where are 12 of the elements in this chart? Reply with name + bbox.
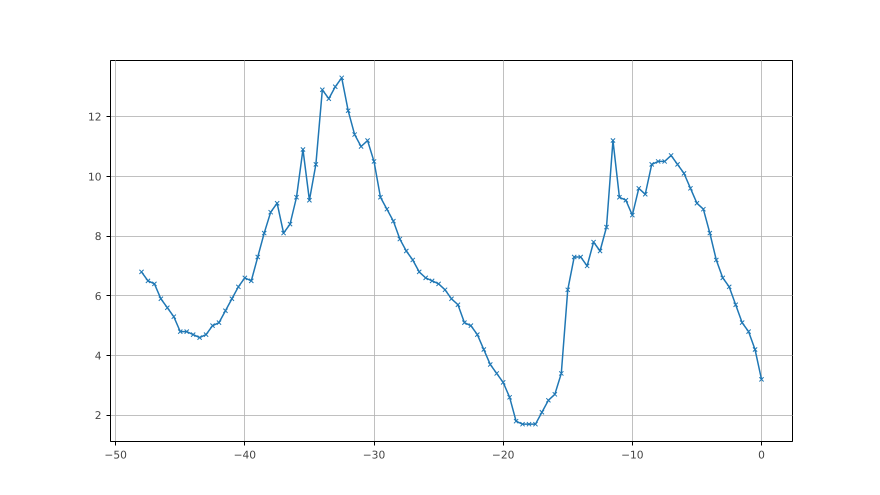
y-tick-label: 10 — [88, 170, 102, 184]
x-tick-label: −20 — [492, 448, 515, 462]
x-tick-label: −50 — [104, 448, 128, 462]
y-tick-label: 2 — [94, 409, 102, 422]
y-tick-label: 12 — [88, 110, 102, 124]
x-tick-label: −30 — [362, 448, 386, 462]
y-tick-label: 8 — [94, 230, 102, 244]
x-tick-label: −10 — [621, 448, 644, 462]
x-tick-label: −40 — [234, 448, 256, 462]
x-tick-label: 0 — [758, 448, 766, 462]
y-tick-label: 4 — [94, 350, 102, 363]
y-tick-label: 6 — [94, 290, 102, 303]
